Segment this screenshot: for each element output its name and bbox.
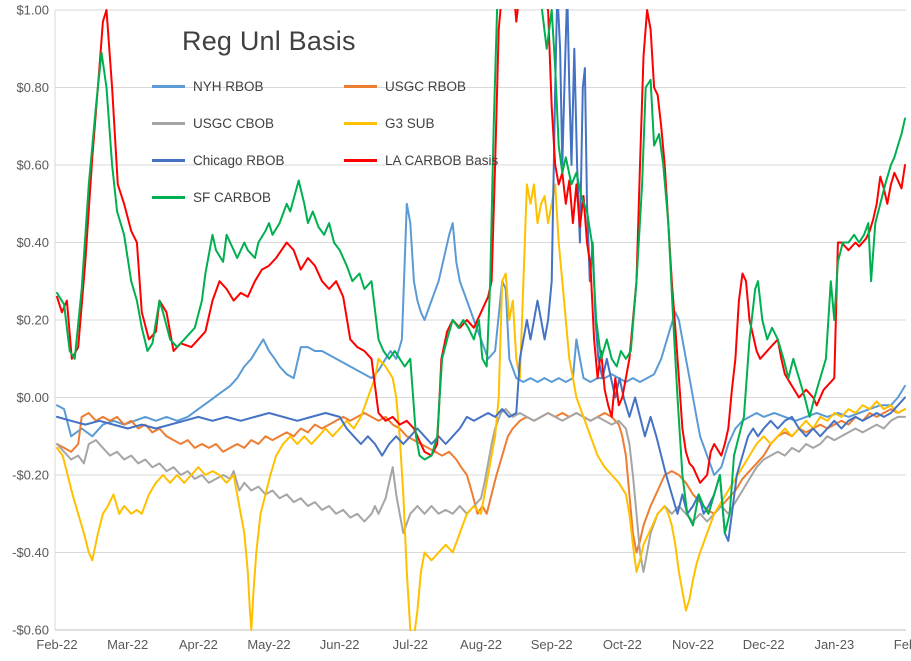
legend-line-swatch [152,84,185,88]
y-axis-tick-label: $1.00 [16,3,49,18]
chart-title: Reg Unl Basis [182,26,356,56]
x-axis-tick-label: Apr-22 [179,637,218,652]
x-axis-tick-label: Jul-22 [393,637,428,652]
legend-label: NYH RBOB [193,78,264,94]
x-axis-tick-label: Feb [894,637,911,652]
y-axis-tick-label: $0.00 [16,390,49,405]
legend-item-la-carbob-basis[interactable]: LA CARBOB Basis [344,152,498,168]
y-axis-tick-label: -$0.40 [12,545,49,560]
chart-legend: NYH RBOB USGC RBOB USGC CBOB G3 SUB Chicago … [152,78,498,205]
legend-item-g3-sub[interactable]: G3 SUB [344,115,498,131]
legend-item-usgc-rbob[interactable]: USGC RBOB [344,78,498,94]
x-axis-tick-label: Dec-22 [743,637,785,652]
legend-line-swatch [344,158,377,162]
x-axis-tick-label: Aug-22 [460,637,502,652]
legend-label: G3 SUB [385,115,435,131]
x-axis-tick-label: Mar-22 [107,637,148,652]
x-axis-tick-label: May-22 [247,637,290,652]
x-axis-tick-label: Nov-22 [672,637,714,652]
y-axis-tick-label: $0.20 [16,313,49,328]
x-axis-tick-label: Sep-22 [531,637,573,652]
series-line-chicago-rbob [56,9,906,542]
x-axis-tick-label: Oct-22 [603,637,642,652]
series-line-usgc-cbob [56,408,906,573]
y-axis-tick-label: $0.80 [16,80,49,95]
legend-label: LA CARBOB Basis [385,152,499,168]
y-axis-tick-label: $0.60 [16,158,49,173]
legend-label: USGC CBOB [193,115,275,131]
series-line-nyh-rbob [56,202,906,476]
y-axis-tick-label: $0.40 [16,235,49,250]
x-axis-tick-label: Jan-23 [814,637,854,652]
series-line-g3-sub [56,183,906,631]
series-line-usgc-rbob [56,408,906,554]
x-axis-tick-label: Jun-22 [320,637,360,652]
legend-line-swatch [344,84,377,88]
legend-label: USGC RBOB [385,78,467,94]
legend-label: SF CARBOB [193,189,272,205]
series-line-la-carbob-basis [56,9,906,484]
y-axis-tick-label: -$0.60 [12,623,49,638]
y-axis-tick-label: -$0.20 [12,468,49,483]
legend-line-swatch [152,158,185,162]
series-line-sf-carbob [56,9,906,535]
x-axis-tick-label: Feb-22 [36,637,77,652]
legend-item-nyh-rbob[interactable]: NYH RBOB [152,78,344,94]
legend-line-swatch [152,195,185,199]
legend-item-usgc-cbob[interactable]: USGC CBOB [152,115,344,131]
legend-item-chicago-rbob[interactable]: Chicago RBOB [152,152,344,168]
legend-label: Chicago RBOB [193,152,285,168]
legend-line-swatch [344,121,377,125]
legend-line-swatch [152,121,185,125]
legend-item-sf-carbob[interactable]: SF CARBOB [152,189,344,205]
